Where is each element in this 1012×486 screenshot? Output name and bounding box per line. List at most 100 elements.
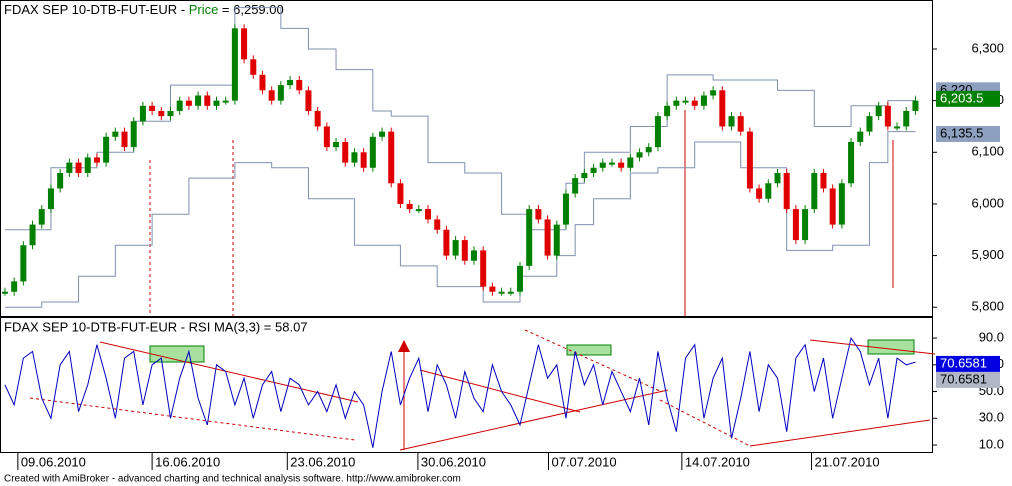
trend-line xyxy=(419,369,581,413)
candle xyxy=(802,209,809,241)
candle xyxy=(47,188,54,210)
x-tick-label: 21.07.2010 xyxy=(815,454,880,469)
candle xyxy=(176,100,183,111)
highlight-box xyxy=(566,344,612,356)
candle xyxy=(130,121,137,148)
candle xyxy=(29,224,36,246)
candle xyxy=(204,95,211,106)
candle xyxy=(241,28,248,60)
value-marker xyxy=(936,90,1000,107)
candle xyxy=(783,172,790,210)
candle xyxy=(231,28,238,101)
candle xyxy=(719,90,726,127)
value-marker-label: 70.6581 xyxy=(940,371,987,386)
candle xyxy=(287,79,294,86)
candle xyxy=(903,110,910,127)
candle xyxy=(811,172,818,210)
candle xyxy=(222,100,229,103)
candle xyxy=(700,95,707,106)
candle xyxy=(498,291,505,294)
candle xyxy=(296,79,303,91)
x-tick-label: 23.06.2010 xyxy=(290,454,355,469)
candle xyxy=(774,172,781,184)
candle xyxy=(746,131,753,189)
candle xyxy=(314,110,321,127)
x-tick-label: 09.06.2010 xyxy=(21,454,86,469)
trend-line xyxy=(99,341,359,403)
trend-line xyxy=(399,389,669,451)
candle xyxy=(829,188,836,225)
y-tick-label: 6,100 xyxy=(971,144,1004,159)
price-title: FDAX SEP 10-DTB-FUT-EUR - Price = 6,259.… xyxy=(4,2,284,17)
candle xyxy=(425,209,432,220)
candle xyxy=(158,110,165,117)
candle xyxy=(618,162,625,168)
trend-line xyxy=(524,329,663,393)
value-marker-label: 6,203.5 xyxy=(940,90,983,105)
candle xyxy=(250,59,257,75)
candle xyxy=(333,141,340,148)
candle xyxy=(866,116,873,132)
candle xyxy=(682,100,689,103)
candle xyxy=(213,100,220,106)
candle xyxy=(112,131,119,137)
value-marker xyxy=(936,371,1000,388)
title-value: = 6,259.00 xyxy=(218,2,283,17)
x-tick-label: 16.06.2010 xyxy=(155,454,220,469)
trend-line xyxy=(749,419,931,447)
candle xyxy=(397,183,404,204)
candle xyxy=(305,90,312,111)
candle xyxy=(277,85,284,101)
candle xyxy=(406,203,413,210)
y-tick-label: 6,000 xyxy=(971,195,1004,210)
candle xyxy=(139,105,146,122)
candle xyxy=(268,90,275,101)
candle xyxy=(388,131,395,184)
candle xyxy=(756,188,763,199)
value-marker-label: 70.6581 xyxy=(940,355,987,370)
candle xyxy=(84,157,91,173)
candle xyxy=(544,219,551,256)
candle xyxy=(369,136,376,168)
candle xyxy=(792,209,799,241)
candle xyxy=(673,100,680,106)
candle xyxy=(857,131,864,142)
candle xyxy=(599,162,606,168)
candle xyxy=(912,100,919,111)
candle xyxy=(838,183,845,225)
rsi-line xyxy=(4,336,916,448)
candle xyxy=(664,105,671,117)
candle xyxy=(471,250,478,261)
candle xyxy=(820,172,827,189)
candle xyxy=(149,105,156,111)
indicator-name: Price xyxy=(189,2,219,17)
candle xyxy=(360,152,367,168)
y-tick-label: 10.0 xyxy=(979,436,1004,451)
candle xyxy=(342,141,349,163)
candle xyxy=(581,172,588,179)
candle xyxy=(636,152,643,158)
candle xyxy=(516,265,523,292)
y-tick-label: 30.0 xyxy=(979,410,1004,425)
candle xyxy=(103,136,110,163)
candle xyxy=(443,229,450,256)
candle xyxy=(452,240,459,256)
candle xyxy=(461,240,468,261)
candle xyxy=(38,209,45,225)
upper-band xyxy=(4,7,916,231)
rsi-title: FDAX SEP 10-DTB-FUT-EUR - RSI MA(3,3) = … xyxy=(4,319,308,334)
candle xyxy=(351,152,358,163)
candle xyxy=(765,183,772,199)
value-marker xyxy=(936,355,1000,372)
candle xyxy=(737,116,744,132)
candle xyxy=(553,224,560,256)
candle xyxy=(480,250,487,287)
value-marker-label: 6,135.5 xyxy=(940,125,983,140)
candle xyxy=(121,131,128,148)
rsi-panel xyxy=(0,317,933,453)
candle xyxy=(489,286,496,292)
x-tick-label: 14.07.2010 xyxy=(685,454,750,469)
title: FDAX SEP 10-DTB-FUT-EUR - xyxy=(4,2,189,17)
candle xyxy=(535,209,542,220)
